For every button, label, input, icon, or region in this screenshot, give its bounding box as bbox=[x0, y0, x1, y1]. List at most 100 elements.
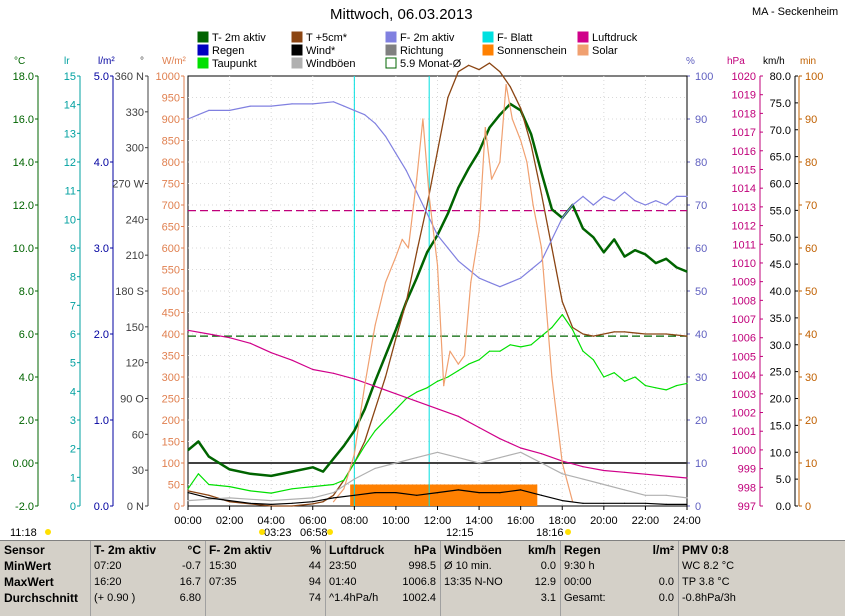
data-point bbox=[312, 503, 314, 505]
data-point bbox=[447, 247, 449, 249]
legend-label: Wind* bbox=[306, 45, 336, 57]
y-tick-label: 15 bbox=[64, 71, 76, 83]
data-point bbox=[353, 109, 355, 111]
y-tick-label: 997 bbox=[738, 501, 756, 513]
y-tick-label: 15.0 bbox=[770, 420, 791, 432]
sensor-column: Sensor MinWert MaxWert Durchschnitt bbox=[0, 541, 91, 616]
y-tick-label: 60.0 bbox=[770, 179, 791, 191]
legend: T- 2m aktiv T +5cm* F- 2m aktiv F- Blatt Luf… bbox=[197, 31, 638, 70]
table-column: PMV 0:8 WC 8.2 °C TP 3.8 °C -0.8hPa/3h bbox=[678, 541, 845, 616]
y-tick-label: 3 bbox=[70, 415, 76, 427]
data-point bbox=[511, 118, 513, 120]
y-tick-label: 40 bbox=[805, 329, 817, 341]
data-point bbox=[332, 372, 335, 374]
data-point bbox=[478, 69, 480, 71]
table-header-unit: l/m² bbox=[652, 543, 674, 557]
data-point bbox=[416, 178, 418, 180]
table-cell-value: -0.7 bbox=[182, 560, 201, 572]
table-cell: 9:30 h bbox=[564, 559, 674, 574]
y-tick-label: 100 bbox=[162, 458, 180, 470]
data-point bbox=[187, 492, 189, 494]
data-point bbox=[364, 440, 366, 443]
y-tick-label: 750 bbox=[162, 179, 180, 191]
data-point bbox=[468, 268, 470, 271]
data-point bbox=[291, 103, 293, 105]
data-point bbox=[395, 462, 397, 464]
y-tick-label: 240 bbox=[126, 214, 144, 226]
data-point bbox=[624, 256, 626, 258]
y-tick-label: 12.0 bbox=[13, 200, 34, 212]
data-point bbox=[229, 109, 231, 111]
y-tick-label: 5 bbox=[70, 358, 76, 370]
y-tick-label: 90 bbox=[805, 114, 817, 126]
y-tick-label: 650 bbox=[162, 222, 180, 234]
table-cell-value: 94 bbox=[308, 576, 321, 588]
data-point bbox=[520, 346, 522, 348]
data-point bbox=[249, 342, 251, 344]
data-point bbox=[436, 408, 439, 410]
table-cell-value: 0.0 bbox=[658, 576, 674, 588]
data-point bbox=[603, 376, 605, 378]
data-point bbox=[395, 408, 397, 410]
y-tick-label: 55.0 bbox=[770, 205, 791, 217]
y-tick-label: 999 bbox=[738, 464, 756, 476]
data-point bbox=[187, 449, 189, 451]
data-point bbox=[582, 502, 584, 504]
legend-swatch bbox=[385, 44, 397, 56]
data-point bbox=[603, 195, 605, 197]
data-point bbox=[520, 447, 522, 449]
table-header-unit: hPa bbox=[413, 543, 436, 557]
data-point bbox=[457, 457, 459, 459]
data-point bbox=[353, 494, 355, 496]
legend-label: 5.9 Monat-Ø bbox=[400, 58, 462, 70]
y-tick-label: 900 bbox=[162, 114, 180, 126]
y-tick-label: 1016 bbox=[732, 146, 756, 158]
table-cell-time: Ø 10 min. bbox=[444, 560, 492, 572]
table-header-label: Luftdruck bbox=[329, 543, 385, 557]
table-cell-time: 23:50 bbox=[329, 560, 357, 572]
table-cell-value: 6.80 bbox=[179, 592, 201, 604]
data-point bbox=[426, 251, 428, 253]
data-point bbox=[457, 187, 459, 189]
sunset-time: 18:16 bbox=[536, 527, 564, 539]
data-point bbox=[343, 488, 345, 490]
data-point bbox=[249, 502, 251, 504]
data-point bbox=[291, 505, 293, 507]
y-tick-label: 1017 bbox=[732, 127, 756, 139]
y-tick-label: 20 bbox=[695, 415, 707, 427]
table-header-label: T- 2m aktiv bbox=[94, 543, 157, 557]
y-axis-unit: l/m² bbox=[98, 56, 115, 67]
data-point bbox=[436, 451, 439, 453]
data-point bbox=[229, 501, 231, 503]
data-point bbox=[530, 133, 532, 135]
y-tick-label: 10.0 bbox=[13, 243, 34, 255]
y-tick-label: 20 bbox=[805, 415, 817, 427]
data-point bbox=[457, 363, 459, 365]
y-tick-label: 270 W bbox=[112, 179, 144, 191]
moonrise-time: 11:18 bbox=[10, 527, 37, 539]
y-tick-label: 10 bbox=[805, 458, 817, 470]
table-row-label: MinWert bbox=[4, 559, 52, 573]
data-point bbox=[436, 264, 439, 266]
data-point bbox=[624, 191, 626, 193]
x-tick-label: 20:00 bbox=[590, 515, 618, 527]
table-cell-time: Gesamt: bbox=[564, 592, 606, 604]
data-point bbox=[426, 387, 428, 389]
data-point bbox=[291, 488, 293, 490]
y-tick-label: 30.0 bbox=[770, 340, 791, 352]
data-point bbox=[665, 333, 667, 335]
data-point bbox=[665, 258, 667, 260]
data-point bbox=[447, 376, 449, 378]
table-column: Regen l/m² 9:30 h 00:00 0.0 Gesamt: 0.0 bbox=[560, 541, 679, 616]
data-point bbox=[208, 494, 210, 496]
y-tick-label: 30 bbox=[132, 465, 144, 477]
table-cell-value: 998.5 bbox=[408, 560, 436, 572]
data-point bbox=[197, 440, 199, 443]
x-tick-label: 00:00 bbox=[174, 515, 202, 527]
table-header: T- 2m aktiv °C bbox=[94, 543, 201, 558]
data-point bbox=[572, 204, 574, 206]
y-tick-label: 1014 bbox=[732, 183, 756, 195]
table-cell: 3.1 bbox=[444, 591, 556, 606]
data-point bbox=[384, 419, 387, 421]
y-tick-label: 0.00 bbox=[13, 458, 34, 470]
